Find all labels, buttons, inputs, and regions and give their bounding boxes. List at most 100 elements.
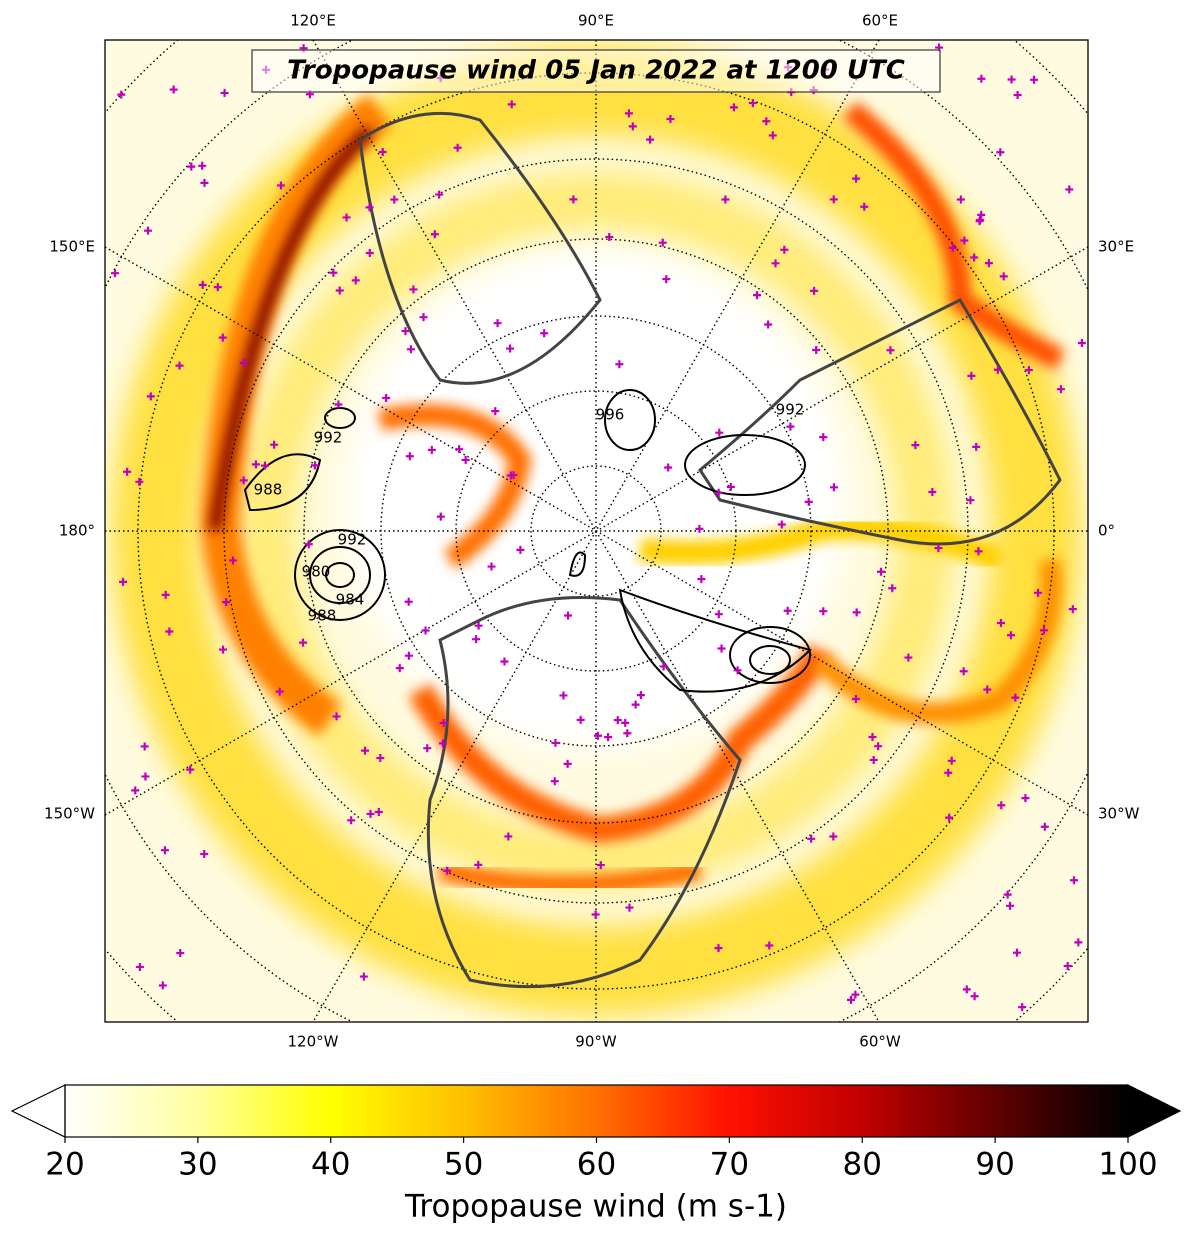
station-marker bbox=[714, 488, 723, 497]
station-marker bbox=[563, 759, 572, 768]
map-field bbox=[105, 40, 1088, 1022]
station-marker bbox=[956, 195, 965, 204]
station-marker bbox=[625, 903, 634, 912]
station-marker bbox=[111, 269, 120, 278]
station-marker bbox=[390, 195, 399, 204]
station-marker bbox=[984, 259, 993, 268]
station-marker bbox=[996, 148, 1005, 157]
station-marker bbox=[198, 280, 207, 289]
station-marker bbox=[959, 667, 968, 676]
station-marker bbox=[491, 407, 500, 416]
station-marker bbox=[213, 283, 222, 292]
station-marker bbox=[1040, 822, 1049, 831]
station-marker bbox=[999, 272, 1008, 281]
station-marker bbox=[1063, 961, 1072, 970]
station-marker bbox=[829, 832, 838, 841]
station-marker bbox=[516, 545, 525, 554]
lon-label: 60°E bbox=[862, 12, 898, 30]
station-marker bbox=[374, 807, 383, 816]
station-marker bbox=[135, 477, 144, 486]
station-marker bbox=[507, 100, 516, 109]
station-marker bbox=[239, 358, 248, 367]
station-marker bbox=[996, 619, 1005, 628]
station-marker bbox=[453, 143, 462, 152]
station-marker bbox=[976, 216, 985, 225]
station-marker bbox=[947, 756, 956, 765]
station-marker bbox=[1013, 90, 1022, 99]
station-marker bbox=[404, 597, 413, 606]
station-marker bbox=[819, 433, 828, 442]
lon-label: 60°W bbox=[859, 1033, 901, 1051]
station-marker bbox=[851, 990, 860, 999]
station-marker bbox=[1007, 75, 1016, 84]
station-marker bbox=[714, 610, 723, 619]
contour-label: 992 bbox=[314, 429, 343, 447]
station-marker bbox=[509, 471, 518, 480]
station-marker bbox=[729, 103, 738, 112]
station-marker bbox=[962, 985, 971, 994]
map-frame bbox=[104, 39, 1089, 1023]
station-marker bbox=[382, 393, 391, 402]
station-marker bbox=[275, 687, 284, 696]
station-marker bbox=[972, 442, 981, 451]
station-marker bbox=[1069, 876, 1078, 885]
station-marker bbox=[176, 949, 185, 958]
contour-label: 992 bbox=[338, 531, 367, 549]
station-marker bbox=[160, 846, 169, 855]
station-marker bbox=[365, 203, 374, 212]
station-marker bbox=[636, 691, 645, 700]
station-marker bbox=[165, 627, 174, 636]
station-marker bbox=[764, 320, 773, 329]
station-marker bbox=[777, 520, 786, 529]
station-marker bbox=[409, 285, 418, 294]
station-marker bbox=[438, 739, 447, 748]
station-marker bbox=[888, 584, 897, 593]
station-marker bbox=[406, 345, 415, 354]
station-marker bbox=[146, 392, 155, 401]
station-marker bbox=[559, 691, 568, 700]
station-marker bbox=[576, 715, 585, 724]
station-marker bbox=[140, 742, 149, 751]
station-marker bbox=[659, 662, 668, 671]
station-marker bbox=[877, 567, 886, 576]
station-marker bbox=[540, 329, 549, 338]
contour-label: 984 bbox=[336, 591, 365, 609]
station-marker bbox=[771, 259, 780, 268]
station-marker bbox=[983, 685, 992, 694]
station-marker bbox=[993, 365, 1002, 374]
station-marker bbox=[615, 360, 624, 369]
colorbar-extend-min bbox=[10, 1084, 66, 1138]
contour-label: 988 bbox=[308, 607, 337, 625]
station-marker bbox=[819, 607, 828, 616]
station-marker bbox=[928, 487, 937, 496]
station-marker bbox=[807, 834, 816, 843]
colorbar-fill bbox=[65, 1085, 1128, 1137]
station-marker bbox=[860, 202, 869, 211]
station-marker bbox=[435, 190, 444, 199]
station-marker bbox=[117, 90, 126, 99]
station-marker bbox=[804, 497, 813, 506]
station-marker bbox=[666, 115, 675, 124]
station-marker bbox=[569, 195, 578, 204]
station-marker bbox=[376, 754, 385, 763]
station-marker bbox=[974, 547, 983, 556]
station-marker bbox=[721, 195, 730, 204]
station-marker bbox=[852, 608, 861, 617]
station-marker bbox=[200, 178, 209, 187]
station-marker bbox=[119, 577, 128, 586]
station-marker bbox=[886, 346, 895, 355]
contour-label: 988 bbox=[254, 481, 283, 499]
station-marker bbox=[970, 992, 979, 1001]
station-marker bbox=[846, 995, 855, 1004]
station-marker bbox=[304, 540, 313, 549]
station-marker bbox=[186, 765, 195, 774]
station-marker bbox=[967, 371, 976, 380]
station-marker bbox=[1003, 890, 1012, 899]
station-marker bbox=[1024, 366, 1033, 375]
station-marker bbox=[405, 452, 414, 461]
station-marker bbox=[395, 664, 404, 673]
station-marker bbox=[219, 645, 228, 654]
station-marker bbox=[780, 245, 789, 254]
station-marker bbox=[200, 849, 209, 858]
